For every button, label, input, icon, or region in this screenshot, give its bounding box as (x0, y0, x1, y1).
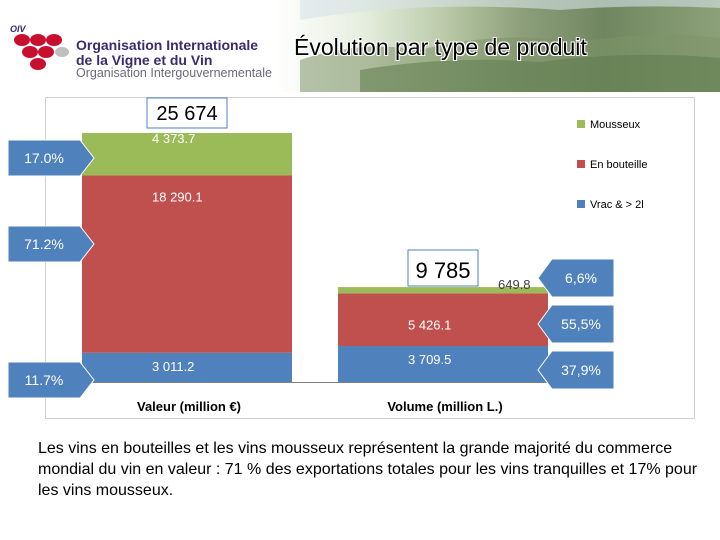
share-callout-value (7, 139, 95, 177)
legend-label: Mousseux (590, 119, 641, 131)
total-box (407, 249, 479, 287)
share-callout-value (7, 361, 95, 399)
header-banner: OIV Organisation Internationale de la Vi… (0, 0, 720, 92)
bar-value-vrac-l (82, 352, 292, 382)
share-callout-value (7, 225, 95, 263)
vineyard-background (300, 0, 720, 92)
org-name-line3: Organisation Intergouvernementale (76, 66, 272, 80)
org-name-line2: de la Vigne et du Vin (76, 52, 213, 68)
data-label: 4 373.7 (152, 131, 195, 146)
x-axis-category-label: Volume (million L.) (387, 399, 502, 414)
legend-swatch (577, 200, 585, 208)
caption-text: Les vins en bouteilles et les vins mouss… (38, 440, 698, 499)
share-callout-volume-label: 37,9% (561, 362, 601, 378)
data-label: 5 426.1 (408, 317, 451, 332)
data-label: 649.8 (498, 277, 531, 292)
legend-swatch (577, 120, 585, 128)
share-callout-volume-label: 6,6% (565, 270, 597, 286)
share-callout-value-label: 11.7% (25, 372, 64, 388)
share-callout-value-label: 17.0% (24, 150, 64, 166)
oiv-grape-logo-icon (14, 34, 69, 70)
bar-value-en-bouteille (82, 175, 292, 353)
total-label: 25 674 (156, 103, 217, 125)
data-label: 3 011.2 (152, 359, 194, 374)
total-label: 9 785 (415, 258, 470, 283)
data-label: 18 290.1 (152, 189, 203, 204)
share-callout-volume (537, 350, 615, 390)
x-axis-category-label: Valeur (million €) (137, 399, 241, 414)
logo-abbreviation: OIV (10, 24, 26, 34)
org-name-line1: Organisation Internationale (76, 37, 259, 53)
share-callout-value-label: 71.2% (24, 236, 64, 252)
bar-value-mousseux (82, 132, 292, 176)
bar-volume-mousseux (338, 287, 548, 294)
legend-label: Vrac & > 2l (590, 199, 644, 211)
data-label: 3 709.5 (408, 352, 451, 367)
page-title: Évolution par type de produit (294, 34, 587, 60)
share-callout-volume-label: 55,5% (561, 316, 601, 332)
share-callout-volume (537, 258, 615, 298)
total-box (146, 97, 228, 129)
bar-volume-vrac-l (338, 346, 548, 382)
legend-swatch (577, 160, 585, 168)
bar-volume-en-bouteille (338, 293, 548, 347)
legend-label: En bouteille (590, 159, 648, 171)
share-callout-volume (537, 304, 615, 344)
